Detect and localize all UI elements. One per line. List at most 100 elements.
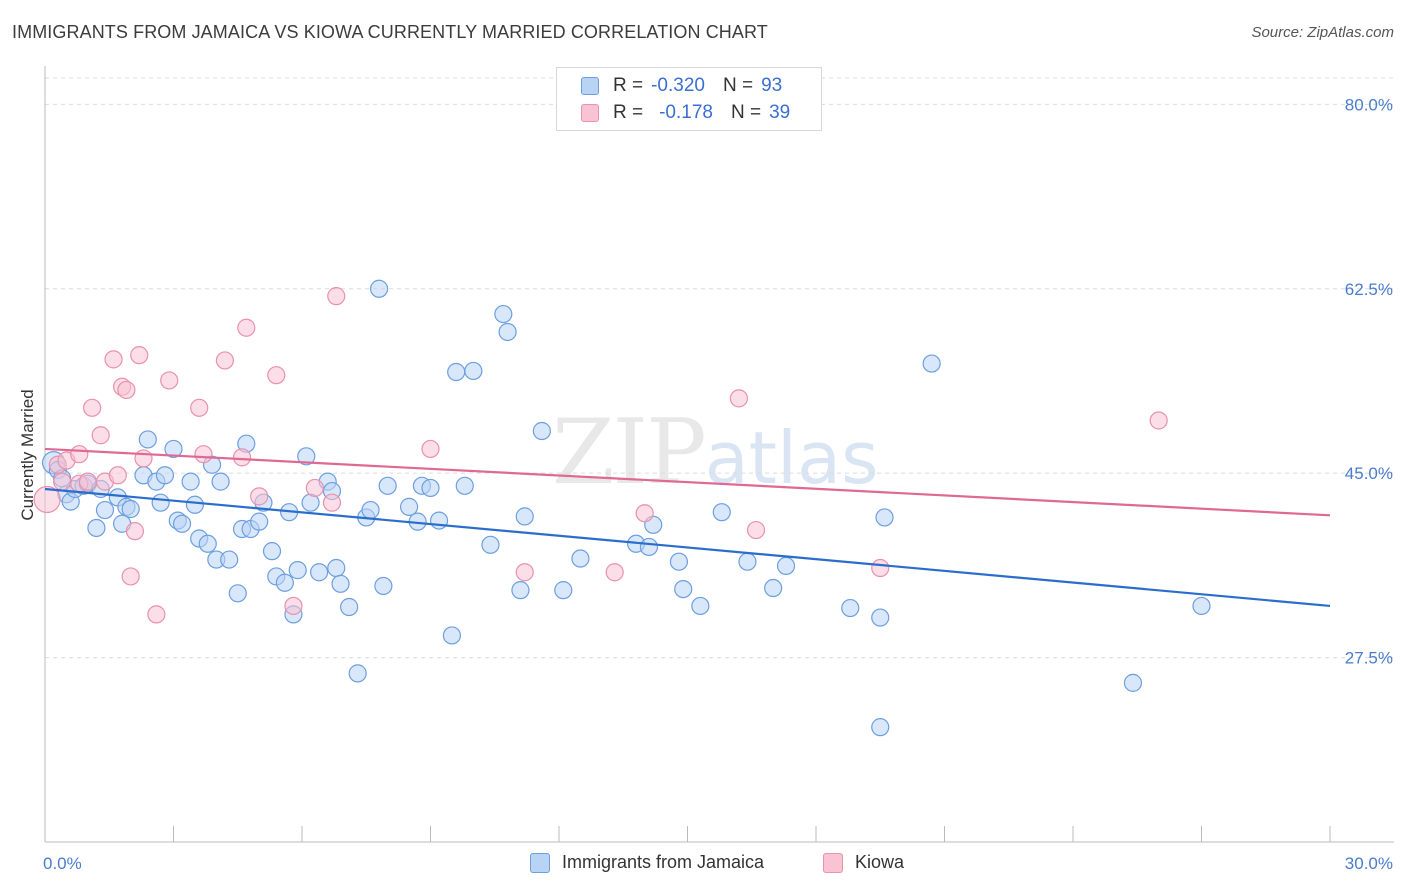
x-tick-label: 30.0% [1345,854,1393,873]
point-kiowa [322,493,342,512]
point-jamaica [429,511,449,530]
point-jamaica [348,664,367,683]
point-kiowa [421,439,440,459]
point-jamaica [455,476,474,495]
point-kiowa [267,366,286,385]
point-kiowa [746,520,766,540]
point-jamaica [511,581,530,600]
point-jamaica [639,537,659,557]
correlation-legend: R = -0.320 N = 93 R = -0.178 N = 39 [556,67,822,131]
point-jamaica [691,596,710,616]
point-kiowa [190,398,209,417]
legend-row-jamaica: R = -0.320 N = 93 [581,74,782,98]
point-jamaica [288,561,307,580]
point-jamaica [138,430,157,449]
y-tick-label: 45.0% [1345,464,1393,483]
point-jamaica [532,421,551,441]
point-jamaica [515,507,534,526]
point-kiowa [70,445,89,464]
point-jamaica [374,576,393,596]
point-kiowa [33,485,61,514]
point-jamaica [370,279,389,298]
axis-labels: 27.5% 45.0% 62.5% 80.0% 0.0% 30.0% Currently M… [18,95,1393,873]
point-jamaica [442,626,462,645]
point-kiowa [1149,411,1168,430]
point-jamaica [220,550,239,569]
legend-n-label: N = [730,102,762,123]
chart-title: IMMIGRANTS FROM JAMAICA VS KIOWA CURRENT… [12,22,768,42]
point-kiowa [78,472,97,491]
bottom-legend-label-jamaica: Immigrants from Jamaica [562,852,765,872]
point-kiowa [108,466,127,485]
point-jamaica [275,573,294,592]
point-kiowa [91,426,110,445]
point-kiowa [104,350,123,369]
point-jamaica [554,581,573,600]
point-jamaica [764,578,783,598]
trend-line-jamaica [44,487,1331,608]
point-kiowa [83,398,102,417]
trend-lines [44,447,1331,608]
point-jamaica [185,495,205,514]
bottom-legend-swatch-jamaica [530,852,550,873]
series-kiowa [33,287,1168,624]
point-jamaica [841,598,860,618]
point-jamaica [738,552,757,571]
point-jamaica [181,472,200,491]
point-jamaica [310,563,329,582]
point-kiowa [305,478,324,498]
legend-n-label: N = [722,75,754,96]
point-jamaica [378,476,397,495]
legend-n-value: 39 [769,102,791,123]
point-jamaica [262,542,282,561]
point-jamaica [421,478,440,498]
point-jamaica [571,549,590,568]
point-jamaica [164,439,183,459]
point-jamaica [228,584,247,603]
point-jamaica [875,508,894,527]
point-jamaica [712,503,731,522]
point-jamaica [871,718,890,737]
point-jamaica [447,362,466,382]
point-kiowa [147,605,166,624]
grid-lines [45,77,1394,659]
point-jamaica [464,361,483,381]
point-kiowa [871,558,890,578]
point-jamaica [331,574,350,593]
point-kiowa [215,351,234,370]
point-jamaica [121,499,140,519]
y-tick-label: 27.5% [1345,649,1393,668]
point-kiowa [237,318,256,337]
bottom-legend-swatch-kiowa [823,852,843,873]
x-tick-label: 0.0% [43,854,82,873]
watermark-atlas: atlas [704,416,879,500]
bottom-legend-label-kiowa: Kiowa [855,852,905,872]
point-jamaica [399,497,419,516]
point-jamaica [172,514,192,533]
point-jamaica [494,304,513,324]
point-kiowa [515,563,534,582]
legend-swatch-jamaica [581,77,599,95]
point-jamaica [674,579,693,599]
point-jamaica [498,322,517,342]
point-jamaica [87,518,106,538]
watermark-zip: ZIP [552,400,707,505]
point-jamaica [361,500,380,520]
source-label: Source: ZipAtlas.com [1251,24,1394,41]
point-jamaica [669,552,689,571]
legend-r-label: R = [613,75,644,96]
point-kiowa [250,487,269,506]
point-kiowa [232,448,252,467]
bottom-legend-kiowa: Kiowa [823,852,904,873]
point-jamaica [776,556,796,576]
y-tick-label: 80.0% [1345,95,1393,114]
point-kiowa [605,563,624,582]
point-jamaica [95,500,115,520]
point-jamaica [211,472,230,491]
point-jamaica [481,535,500,554]
legend-row-kiowa: R = -0.178 N = 39 [581,101,790,125]
point-kiowa [729,389,749,408]
point-kiowa [53,472,72,491]
y-axis-title: Currently Married [18,389,37,520]
point-jamaica [155,466,175,485]
